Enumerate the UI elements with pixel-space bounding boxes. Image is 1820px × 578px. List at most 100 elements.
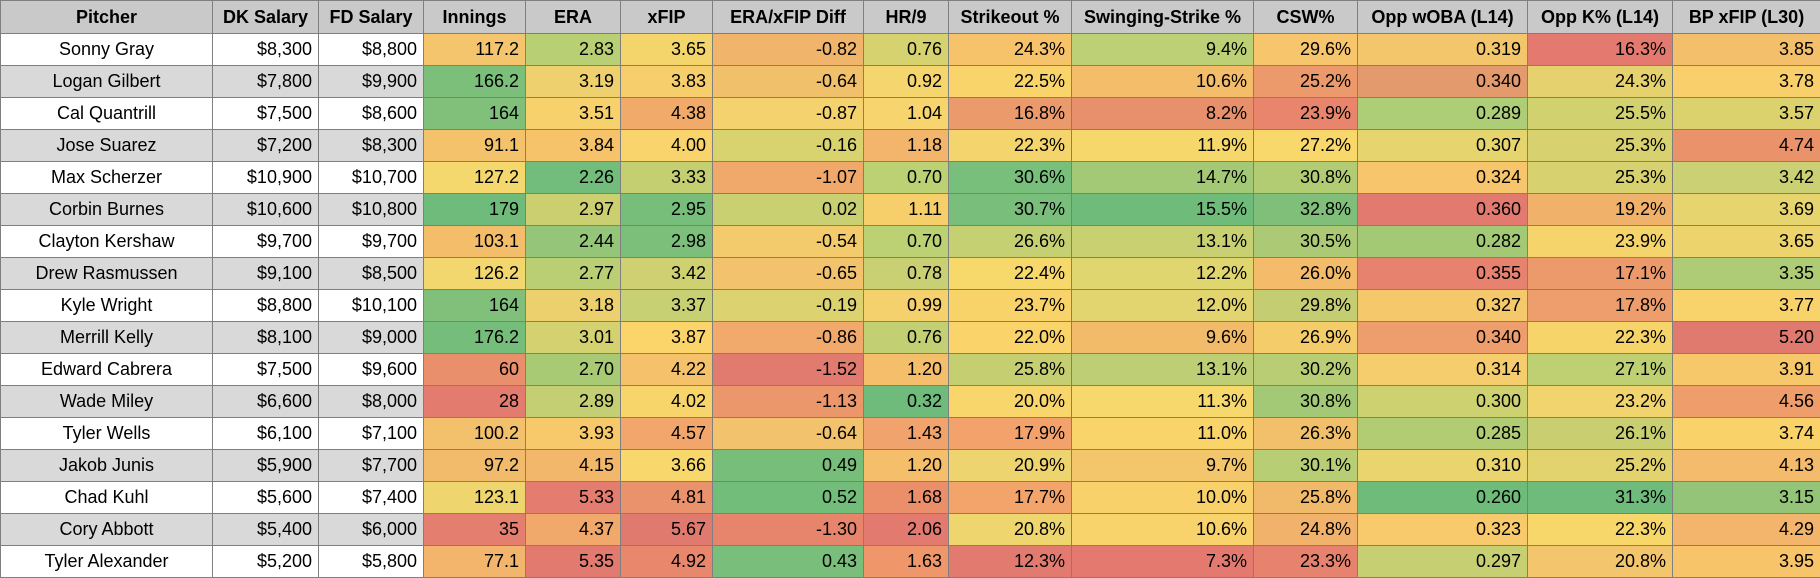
cell-strikeout-pct[interactable]: 20.0% [948, 385, 1072, 418]
column-header-pitcher[interactable]: Pitcher [0, 0, 213, 34]
cell-era-xfip-diff[interactable]: 0.43 [712, 545, 864, 578]
cell-pitcher-name[interactable]: Max Scherzer [0, 161, 213, 194]
cell-fd-salary[interactable]: $10,700 [318, 161, 424, 194]
cell-pitcher-name[interactable]: Logan Gilbert [0, 65, 213, 98]
cell-innings[interactable]: 60 [423, 353, 526, 386]
cell-bp-xfip[interactable]: 4.13 [1672, 449, 1820, 482]
cell-opp-woba[interactable]: 0.310 [1357, 449, 1528, 482]
cell-bp-xfip[interactable]: 3.74 [1672, 417, 1820, 450]
cell-xfip[interactable]: 5.67 [620, 513, 713, 546]
cell-strikeout-pct[interactable]: 22.0% [948, 321, 1072, 354]
cell-era[interactable]: 2.70 [525, 353, 621, 386]
cell-opp-woba[interactable]: 0.360 [1357, 193, 1528, 226]
cell-bp-xfip[interactable]: 3.69 [1672, 193, 1820, 226]
cell-xfip[interactable]: 4.02 [620, 385, 713, 418]
cell-xfip[interactable]: 4.57 [620, 417, 713, 450]
cell-csw-pct[interactable]: 32.8% [1253, 193, 1358, 226]
cell-opp-woba[interactable]: 0.327 [1357, 289, 1528, 322]
cell-opp-k-pct[interactable]: 25.3% [1527, 129, 1673, 162]
cell-bp-xfip[interactable]: 3.78 [1672, 65, 1820, 98]
cell-opp-k-pct[interactable]: 24.3% [1527, 65, 1673, 98]
cell-strikeout-pct[interactable]: 24.3% [948, 33, 1072, 66]
cell-hr9[interactable]: 1.18 [863, 129, 949, 162]
column-header-csw-pct[interactable]: CSW% [1253, 0, 1358, 34]
cell-xfip[interactable]: 3.33 [620, 161, 713, 194]
cell-xfip[interactable]: 3.65 [620, 33, 713, 66]
cell-pitcher-name[interactable]: Cory Abbott [0, 513, 213, 546]
cell-pitcher-name[interactable]: Drew Rasmussen [0, 257, 213, 290]
cell-bp-xfip[interactable]: 3.42 [1672, 161, 1820, 194]
cell-pitcher-name[interactable]: Wade Miley [0, 385, 213, 418]
cell-opp-woba[interactable]: 0.289 [1357, 97, 1528, 130]
cell-era-xfip-diff[interactable]: -1.52 [712, 353, 864, 386]
cell-hr9[interactable]: 1.04 [863, 97, 949, 130]
cell-csw-pct[interactable]: 30.1% [1253, 449, 1358, 482]
cell-fd-salary[interactable]: $7,400 [318, 481, 424, 514]
cell-era[interactable]: 2.44 [525, 225, 621, 258]
cell-era-xfip-diff[interactable]: 0.49 [712, 449, 864, 482]
cell-fd-salary[interactable]: $5,800 [318, 545, 424, 578]
cell-swinging-strike-pct[interactable]: 15.5% [1071, 193, 1254, 226]
cell-era-xfip-diff[interactable]: -0.19 [712, 289, 864, 322]
cell-dk-salary[interactable]: $6,100 [212, 417, 319, 450]
cell-bp-xfip[interactable]: 4.74 [1672, 129, 1820, 162]
cell-fd-salary[interactable]: $9,700 [318, 225, 424, 258]
cell-innings[interactable]: 91.1 [423, 129, 526, 162]
cell-innings[interactable]: 179 [423, 193, 526, 226]
cell-xfip[interactable]: 3.83 [620, 65, 713, 98]
cell-opp-woba[interactable]: 0.340 [1357, 321, 1528, 354]
cell-innings[interactable]: 164 [423, 97, 526, 130]
cell-swinging-strike-pct[interactable]: 10.6% [1071, 65, 1254, 98]
cell-xfip[interactable]: 4.38 [620, 97, 713, 130]
cell-bp-xfip[interactable]: 3.57 [1672, 97, 1820, 130]
column-header-era-xfip-diff[interactable]: ERA/xFIP Diff [712, 0, 864, 34]
cell-dk-salary[interactable]: $8,800 [212, 289, 319, 322]
cell-opp-woba[interactable]: 0.324 [1357, 161, 1528, 194]
cell-fd-salary[interactable]: $9,000 [318, 321, 424, 354]
cell-era[interactable]: 2.89 [525, 385, 621, 418]
cell-opp-k-pct[interactable]: 22.3% [1527, 513, 1673, 546]
cell-csw-pct[interactable]: 30.8% [1253, 161, 1358, 194]
cell-dk-salary[interactable]: $5,400 [212, 513, 319, 546]
cell-csw-pct[interactable]: 29.8% [1253, 289, 1358, 322]
cell-bp-xfip[interactable]: 5.20 [1672, 321, 1820, 354]
cell-opp-k-pct[interactable]: 25.3% [1527, 161, 1673, 194]
cell-strikeout-pct[interactable]: 22.3% [948, 129, 1072, 162]
column-header-era[interactable]: ERA [525, 0, 621, 34]
cell-fd-salary[interactable]: $8,000 [318, 385, 424, 418]
cell-swinging-strike-pct[interactable]: 11.9% [1071, 129, 1254, 162]
cell-opp-woba[interactable]: 0.319 [1357, 33, 1528, 66]
cell-swinging-strike-pct[interactable]: 12.0% [1071, 289, 1254, 322]
cell-innings[interactable]: 164 [423, 289, 526, 322]
cell-era-xfip-diff[interactable]: -0.65 [712, 257, 864, 290]
cell-bp-xfip[interactable]: 4.56 [1672, 385, 1820, 418]
cell-strikeout-pct[interactable]: 23.7% [948, 289, 1072, 322]
cell-era[interactable]: 4.15 [525, 449, 621, 482]
cell-innings[interactable]: 28 [423, 385, 526, 418]
cell-pitcher-name[interactable]: Clayton Kershaw [0, 225, 213, 258]
cell-csw-pct[interactable]: 23.9% [1253, 97, 1358, 130]
cell-innings[interactable]: 117.2 [423, 33, 526, 66]
cell-opp-woba[interactable]: 0.282 [1357, 225, 1528, 258]
cell-innings[interactable]: 166.2 [423, 65, 526, 98]
cell-swinging-strike-pct[interactable]: 10.0% [1071, 481, 1254, 514]
cell-dk-salary[interactable]: $9,100 [212, 257, 319, 290]
cell-hr9[interactable]: 0.76 [863, 33, 949, 66]
cell-bp-xfip[interactable]: 3.35 [1672, 257, 1820, 290]
cell-swinging-strike-pct[interactable]: 9.6% [1071, 321, 1254, 354]
cell-pitcher-name[interactable]: Kyle Wright [0, 289, 213, 322]
cell-fd-salary[interactable]: $7,700 [318, 449, 424, 482]
cell-era[interactable]: 3.93 [525, 417, 621, 450]
cell-fd-salary[interactable]: $8,500 [318, 257, 424, 290]
cell-era[interactable]: 5.33 [525, 481, 621, 514]
cell-fd-salary[interactable]: $8,600 [318, 97, 424, 130]
cell-csw-pct[interactable]: 25.8% [1253, 481, 1358, 514]
cell-era[interactable]: 3.01 [525, 321, 621, 354]
cell-era[interactable]: 3.19 [525, 65, 621, 98]
cell-swinging-strike-pct[interactable]: 9.7% [1071, 449, 1254, 482]
cell-csw-pct[interactable]: 26.9% [1253, 321, 1358, 354]
cell-opp-woba[interactable]: 0.260 [1357, 481, 1528, 514]
cell-xfip[interactable]: 4.81 [620, 481, 713, 514]
cell-strikeout-pct[interactable]: 17.9% [948, 417, 1072, 450]
cell-era-xfip-diff[interactable]: -0.87 [712, 97, 864, 130]
